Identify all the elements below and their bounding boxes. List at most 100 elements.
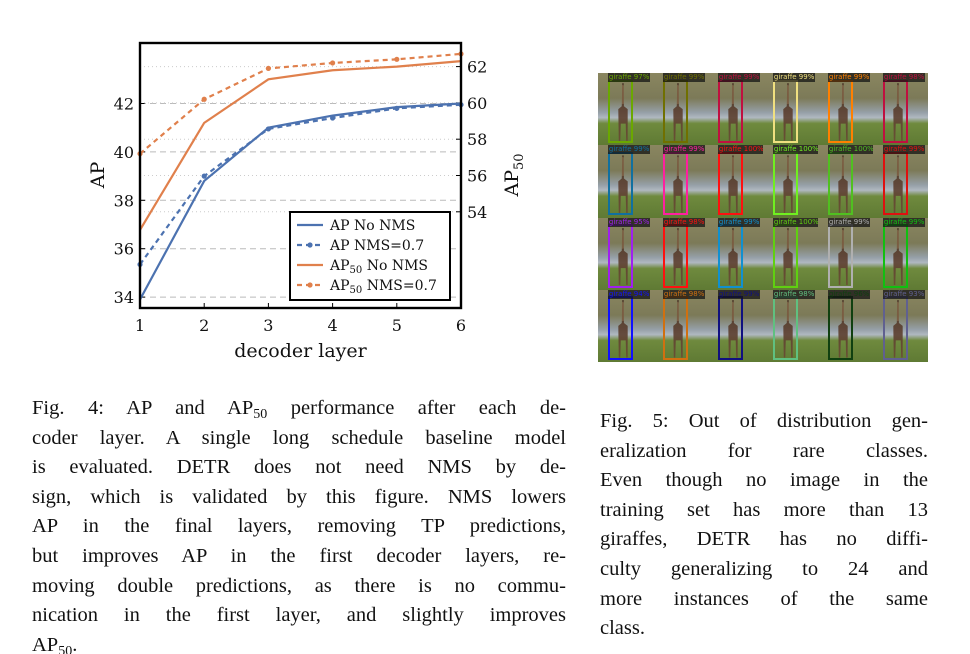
giraffe-image-tile: giraffe 99%	[873, 217, 928, 290]
detection-label: giraffe 98%	[662, 289, 706, 299]
caption-text: culty generalizing to 24 and	[600, 557, 928, 580]
caption-text: is evaluated. DETR does not need NMS by …	[32, 456, 566, 479]
bounding-box	[662, 224, 689, 288]
bounding-box	[717, 296, 744, 360]
giraffe-image-tile: giraffe 100%	[708, 145, 763, 218]
data-point	[265, 65, 271, 72]
giraffe-figure	[673, 83, 683, 141]
x-tick-label: 6	[456, 316, 466, 335]
detection-label: giraffe 100%	[717, 145, 763, 155]
detection-label: giraffe 99%	[882, 217, 926, 227]
giraffe-figure	[783, 155, 793, 214]
giraffe-figure	[783, 299, 793, 358]
y-right-axis-label: AP50	[501, 153, 527, 197]
detection-label: giraffe 99%	[662, 145, 706, 155]
detection-label: giraffe 95%	[607, 217, 651, 227]
giraffe-figure	[783, 83, 793, 141]
legend-label-main: AP	[329, 278, 350, 294]
giraffe-image-tile: giraffe 99%	[708, 289, 763, 362]
bounding-box	[607, 224, 634, 288]
caption-text: training set has more than 13	[600, 498, 928, 521]
data-point	[265, 126, 271, 132]
bounding-box	[607, 151, 634, 216]
x-tick-label: 1	[135, 316, 145, 335]
bounding-box	[882, 224, 909, 288]
caption-text: nication in the first layer, and slightl…	[32, 604, 566, 627]
giraffe-figure	[673, 155, 683, 214]
giraffe-figure	[893, 155, 903, 214]
giraffe-image-tile: giraffe 99%	[598, 145, 653, 218]
legend-label: AP50 NMS=0.7	[329, 278, 437, 296]
y-tick-label: 40	[114, 143, 134, 162]
giraffe-image-tile: giraffe 99%	[653, 73, 708, 146]
detection-label: giraffe 98%	[882, 73, 926, 82]
caption-line: AP50.	[32, 631, 566, 654]
y-tick-label: 42	[114, 95, 134, 114]
giraffe-image-tile: giraffe 100%	[763, 145, 818, 218]
detection-label: giraffe 99%	[827, 73, 871, 82]
bounding-box	[772, 79, 799, 144]
bounding-box	[717, 79, 744, 144]
giraffe-image-tile: giraffe 100%	[763, 217, 818, 290]
y-tick-label: 36	[114, 240, 134, 259]
x-tick-label: 2	[199, 316, 209, 335]
giraffe-figure	[728, 299, 738, 358]
caption-line: class.	[600, 614, 928, 644]
giraffe-figure	[618, 299, 628, 358]
data-point	[330, 60, 336, 66]
detection-label: giraffe 99%	[827, 217, 871, 227]
caption-text: giraffes, DETR has no diffi-	[600, 528, 928, 551]
caption-text: more instances of the same	[600, 587, 928, 610]
legend-label: AP NMS=0.7	[329, 238, 424, 254]
caption-line: sign, which is validated by this figure.…	[32, 483, 566, 513]
giraffe-figure	[673, 227, 683, 286]
caption-text: Fig. 4: AP and AP	[32, 397, 254, 419]
data-point	[201, 173, 207, 179]
giraffe-image-tile: giraffe 97%	[598, 73, 653, 146]
caption-subscript: 50	[253, 407, 268, 422]
y-right-tick-label: 60	[467, 94, 487, 113]
series-line-2	[139, 60, 462, 231]
detection-label: giraffe 99%	[717, 217, 761, 227]
caption-text: class.	[600, 617, 645, 640]
bounding-box	[827, 224, 854, 288]
caption-line: eralization for rare classes.	[600, 437, 928, 467]
fig4-caption: Fig. 4: AP and AP50 performance after ea…	[32, 394, 566, 654]
caption-line: is evaluated. DETR does not need NMS by …	[32, 453, 566, 483]
legend-label: AP50 No NMS	[329, 258, 428, 276]
caption-text: but improves AP in the first decoder lay…	[32, 544, 566, 567]
caption-text: AP	[32, 633, 59, 654]
giraffe-figure	[728, 83, 738, 141]
x-tick-label: 5	[392, 316, 402, 335]
bounding-box	[717, 151, 744, 216]
giraffe-figure	[838, 227, 848, 286]
y-axis-label: AP	[87, 162, 109, 190]
giraffe-figure	[838, 299, 848, 358]
bounding-box	[882, 296, 909, 360]
detection-label: giraffe 99%	[717, 73, 761, 82]
giraffe-figure	[893, 227, 903, 286]
detection-label: giraffe 98%	[772, 289, 816, 299]
bounding-box	[607, 296, 634, 360]
y-right-tick-label: 62	[467, 58, 487, 77]
giraffe-image-tile: giraffe 93%	[873, 289, 928, 362]
bounding-box	[827, 151, 854, 216]
caption-line: more instances of the same	[600, 585, 928, 615]
giraffe-image-tile: giraffe 99%	[708, 73, 763, 146]
caption-text: eralization for rare classes.	[600, 439, 928, 462]
series-line-0	[139, 102, 462, 301]
bounding-box	[772, 151, 799, 216]
giraffe-image-tile: giraffe 98%	[763, 289, 818, 362]
legend-marker	[307, 282, 313, 288]
giraffe-image-tile: giraffe 98%	[873, 73, 928, 146]
y-right-tick-label: 56	[467, 167, 487, 186]
x-tick-label: 4	[328, 316, 338, 335]
detection-label: giraffe 100%	[772, 145, 818, 155]
giraffe-figure	[728, 155, 738, 214]
caption-line: Even though no image in the	[600, 466, 928, 496]
bounding-box	[662, 151, 689, 216]
giraffe-image-tile: giraffe 99%	[873, 145, 928, 218]
